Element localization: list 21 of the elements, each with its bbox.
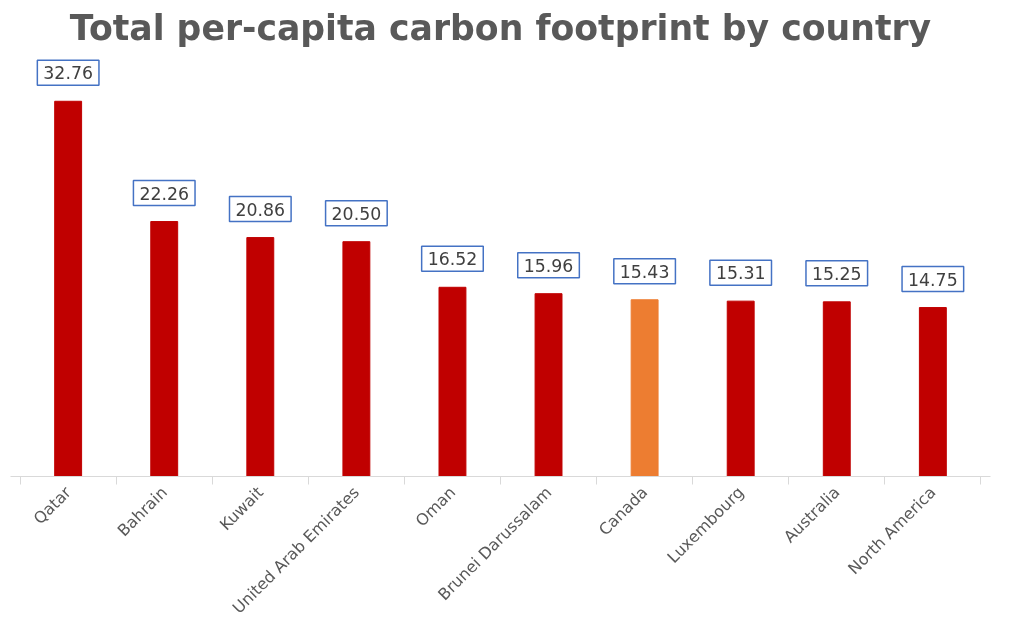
bar (246, 237, 275, 477)
bar (726, 300, 755, 477)
data-label: 20.50 (331, 203, 382, 224)
data-label: 22.26 (139, 183, 190, 204)
bar (342, 241, 371, 477)
data-label: 32.76 (43, 63, 93, 84)
data-label: 14.75 (908, 269, 958, 290)
data-label: 15.31 (715, 263, 766, 284)
bar (54, 100, 83, 477)
data-label: 15.43 (619, 261, 670, 282)
data-label: 20.86 (235, 199, 286, 220)
bar (918, 307, 947, 477)
data-label: 15.25 (811, 263, 862, 284)
chart-title: Total per-capita carbon footprint by country (69, 7, 932, 48)
bar (150, 221, 179, 477)
bar (534, 293, 563, 477)
bar (438, 286, 467, 477)
data-label: 15.96 (523, 255, 574, 276)
bar (630, 299, 659, 477)
bar (822, 301, 851, 477)
data-label: 16.52 (427, 249, 478, 270)
